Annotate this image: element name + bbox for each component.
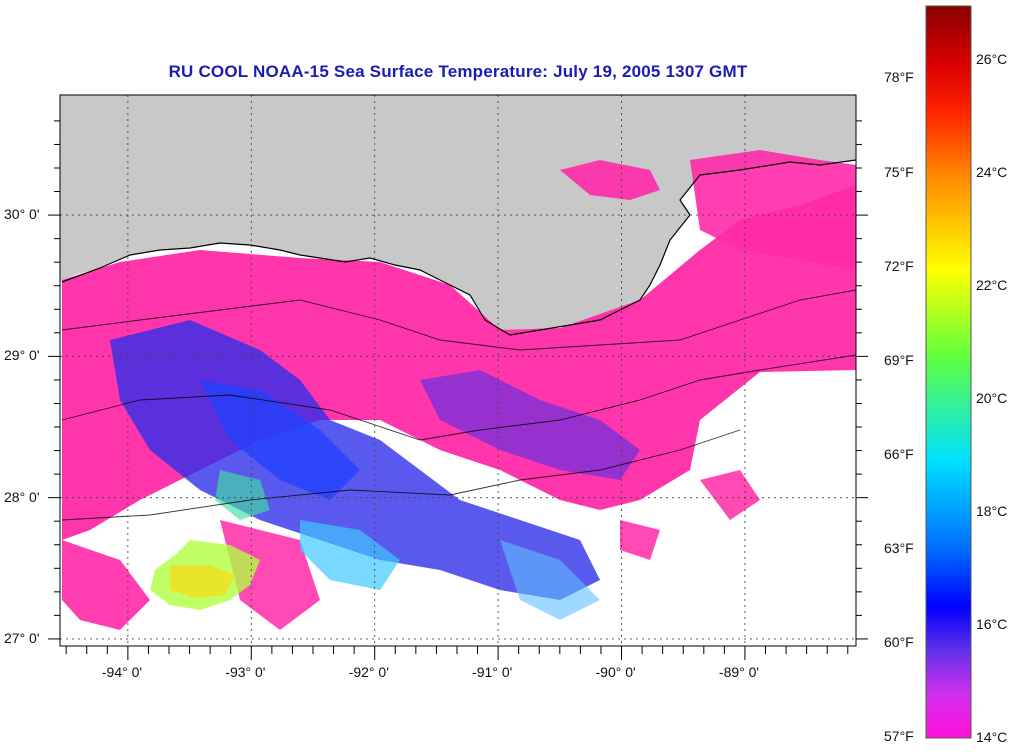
lat-label: 28° 0' — [4, 488, 40, 505]
lon-label: -92° 0' — [348, 664, 389, 680]
colorbar-c-label: 16°C — [976, 616, 1008, 632]
map-frame — [59, 94, 857, 647]
colorbar-f-label: 63°F — [884, 540, 914, 556]
map-title: RU COOL NOAA-15 Sea Surface Temperature:… — [168, 62, 748, 81]
colorbar-f-label: 78°F — [884, 69, 914, 85]
lon-label: -93° 0' — [225, 664, 266, 680]
lat-label: 30° 0' — [4, 206, 40, 223]
colorbar-c-label: 22°C — [976, 277, 1008, 293]
colorbar-c-label: 24°C — [976, 164, 1008, 180]
lon-label: -90° 0' — [595, 664, 636, 680]
lat-label: 27° 0' — [4, 629, 40, 646]
colorbar-fill — [925, 5, 972, 739]
lon-label: -89° 0' — [718, 664, 760, 680]
colorbar-f-label: 75°F — [884, 164, 914, 180]
colorbar-c-label: 14°C — [976, 729, 1008, 745]
lon-label: -94° 0' — [101, 664, 143, 680]
colorbar-f-label: 66°F — [884, 446, 914, 462]
lat-label: 29° 0' — [4, 347, 40, 364]
colorbar-f-label: 60°F — [884, 634, 914, 650]
colorbar-f-label: 72°F — [884, 258, 914, 274]
lon-label: -91° 0' — [472, 664, 513, 680]
colorbar-c-label: 20°C — [976, 390, 1008, 406]
sst-field — [62, 150, 856, 630]
colorbar-c-label: 26°C — [976, 51, 1008, 67]
colorbar-c-label: 18°C — [976, 503, 1008, 519]
coastline — [61, 159, 856, 336]
graticule — [60, 95, 856, 646]
colorbar-f-label: 57°F — [884, 728, 914, 744]
colorbar-f-label: 69°F — [884, 352, 914, 368]
